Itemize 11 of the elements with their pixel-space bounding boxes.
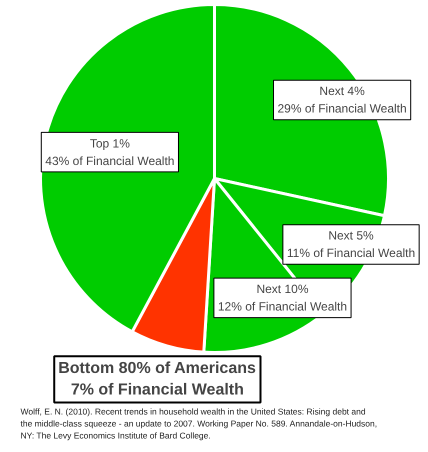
data-label: 43% of Financial Wealth [45,154,174,168]
slice-label: Next 4% [319,84,366,98]
slice-label: Next 5% [328,228,374,243]
data-label: 11% of Financial Wealth [286,246,416,260]
slice-label: Next 10% [256,282,309,296]
data-label: 29% of Financial Wealth [278,102,407,116]
slice-label: Bottom 80% of Americans [58,360,256,378]
slice-label: Top 1% [90,136,130,150]
text: Wolff, E. N. (2010). Recent trends in household wealth in the United States: Rising debt and the middle-class squeeze - an update to 2007. Working Paper No. 589. Annandale-on-Hudson, NY: The Levy Economics Institute of Bard College. [20,406,378,440]
data-label: 12% of Financial Wealth [218,300,348,314]
data-label: 7% of Financial Wealth [70,381,244,398]
